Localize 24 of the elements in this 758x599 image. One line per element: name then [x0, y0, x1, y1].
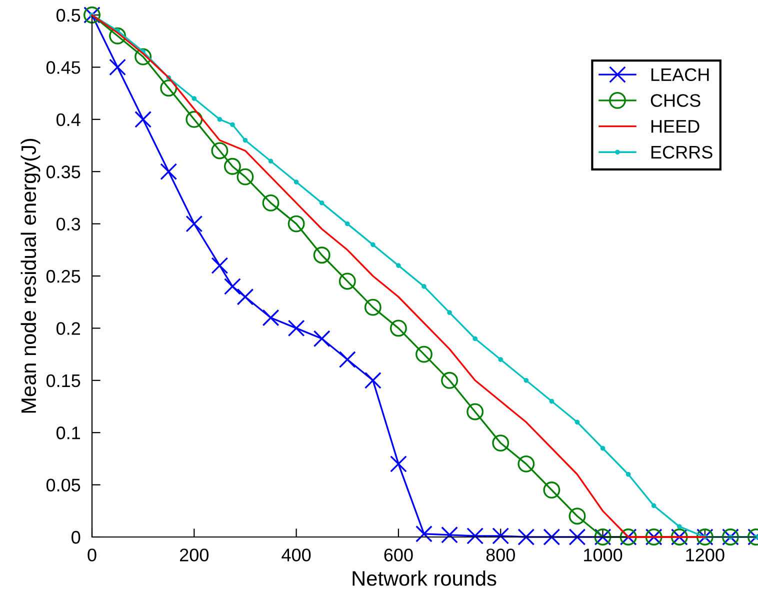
x-tick-label: 800 — [486, 548, 515, 562]
x-tick-label: 1000 — [584, 548, 622, 562]
y-tick-label: 0.2 — [56, 322, 80, 335]
y-tick-label: 0.45 — [46, 61, 80, 74]
y-tick-label: 0.15 — [46, 374, 80, 388]
y-axis-title: Mean node residual energy(J) — [20, 138, 40, 413]
y-tick-label: 0.35 — [46, 166, 80, 178]
x-tick-label: 0 — [88, 548, 96, 562]
legend-label: CHCS — [650, 94, 700, 107]
y-tick-label: 0.1 — [56, 426, 80, 440]
x-tick-label: 600 — [384, 548, 413, 562]
y-tick-label: 0 — [72, 530, 80, 544]
y-tick-label: 0.3 — [56, 218, 80, 231]
x-tick-label: 400 — [282, 548, 311, 562]
x-tick-label: 200 — [180, 548, 209, 562]
y-tick-label: 0.05 — [46, 478, 80, 492]
y-tick-label: 0.25 — [46, 270, 80, 283]
x-tick-label: 1200 — [686, 548, 724, 562]
legend-label: HEED — [651, 120, 700, 133]
legend-label: LEACH — [651, 68, 709, 82]
y-tick-label: 0.4 — [56, 113, 80, 126]
x-axis-title: Network rounds — [352, 570, 496, 586]
legend-label: ECRRS — [651, 146, 712, 159]
y-tick-label: 0.5 — [56, 8, 80, 22]
